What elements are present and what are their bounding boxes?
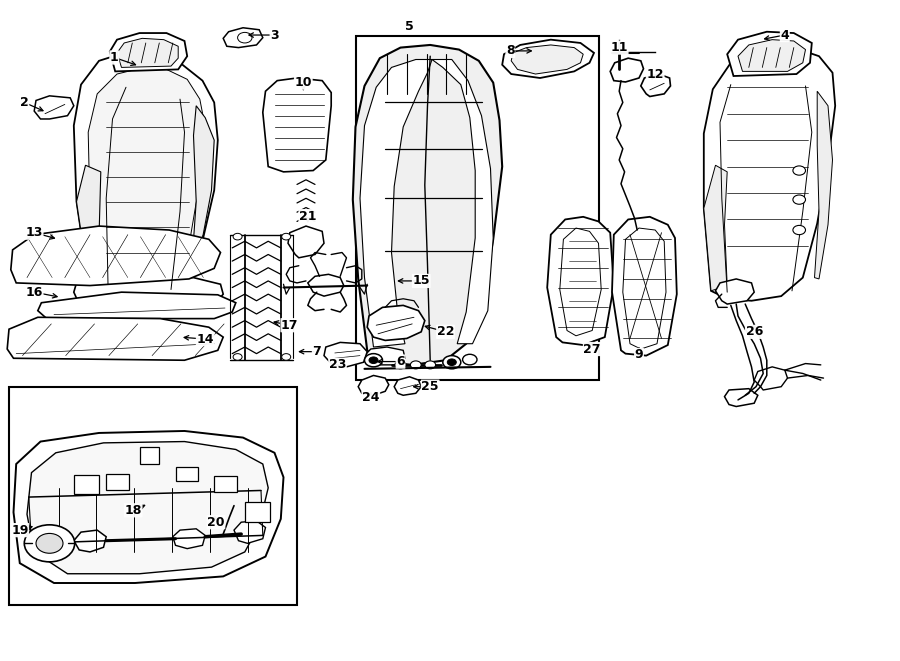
Text: 6: 6: [396, 355, 405, 368]
Polygon shape: [74, 530, 106, 552]
Polygon shape: [704, 48, 835, 301]
Text: 10: 10: [294, 76, 312, 89]
Polygon shape: [110, 33, 187, 71]
Polygon shape: [7, 317, 223, 360]
Polygon shape: [814, 91, 832, 279]
Polygon shape: [38, 292, 236, 319]
Polygon shape: [612, 217, 677, 356]
Circle shape: [793, 225, 806, 235]
Text: 21: 21: [299, 210, 317, 223]
Bar: [356, 36, 598, 380]
Polygon shape: [367, 305, 425, 340]
Text: 11: 11: [610, 41, 628, 54]
Circle shape: [425, 361, 436, 369]
Text: 4: 4: [780, 28, 789, 42]
Polygon shape: [288, 226, 324, 258]
Bar: [245, 502, 270, 522]
Polygon shape: [34, 96, 74, 119]
Bar: [74, 475, 99, 494]
Polygon shape: [234, 521, 266, 543]
Circle shape: [395, 361, 406, 369]
Polygon shape: [754, 367, 788, 390]
Circle shape: [238, 32, 252, 43]
Polygon shape: [724, 389, 758, 407]
Circle shape: [447, 359, 456, 366]
Polygon shape: [74, 276, 223, 304]
Polygon shape: [432, 59, 493, 344]
Circle shape: [793, 195, 806, 204]
Polygon shape: [360, 59, 432, 347]
Circle shape: [282, 354, 291, 360]
Polygon shape: [184, 106, 214, 286]
Text: 7: 7: [312, 345, 321, 358]
Text: 25: 25: [421, 380, 439, 393]
Polygon shape: [641, 74, 670, 97]
Text: 1: 1: [110, 51, 119, 64]
Circle shape: [463, 354, 477, 365]
Polygon shape: [353, 45, 502, 365]
Polygon shape: [88, 67, 205, 290]
Text: 3: 3: [270, 28, 279, 42]
Bar: [140, 447, 159, 464]
Bar: [214, 476, 237, 492]
Circle shape: [233, 233, 242, 240]
Polygon shape: [738, 40, 806, 71]
Text: 5: 5: [405, 20, 414, 33]
Polygon shape: [308, 274, 344, 296]
Text: 9: 9: [634, 348, 644, 362]
Text: 20: 20: [207, 516, 225, 529]
Bar: [176, 467, 198, 481]
Text: 16: 16: [25, 286, 43, 299]
Polygon shape: [716, 279, 754, 304]
Circle shape: [793, 166, 806, 175]
Polygon shape: [560, 228, 601, 336]
Polygon shape: [11, 226, 220, 286]
Circle shape: [233, 354, 242, 360]
Circle shape: [369, 357, 378, 364]
Polygon shape: [74, 53, 218, 299]
Polygon shape: [173, 529, 205, 549]
Text: 18: 18: [124, 504, 142, 517]
Polygon shape: [610, 58, 644, 82]
Text: 24: 24: [362, 391, 380, 405]
Polygon shape: [263, 78, 331, 172]
Polygon shape: [394, 377, 421, 395]
Text: 27: 27: [583, 342, 601, 356]
Polygon shape: [14, 431, 284, 583]
Text: 15: 15: [412, 274, 430, 288]
Text: 2: 2: [20, 96, 29, 109]
Polygon shape: [727, 32, 812, 76]
Text: 26: 26: [745, 325, 763, 338]
Polygon shape: [547, 217, 614, 345]
Circle shape: [24, 525, 75, 562]
Bar: [9, 387, 297, 605]
Text: 22: 22: [436, 325, 454, 338]
Polygon shape: [76, 165, 106, 292]
Text: 12: 12: [646, 67, 664, 81]
Circle shape: [282, 233, 291, 240]
Polygon shape: [511, 45, 583, 74]
Polygon shape: [117, 38, 178, 67]
Polygon shape: [27, 442, 268, 574]
Polygon shape: [364, 347, 405, 365]
Polygon shape: [358, 375, 389, 395]
Circle shape: [36, 533, 63, 553]
Polygon shape: [502, 40, 594, 78]
Text: 19: 19: [11, 524, 29, 537]
Polygon shape: [626, 221, 650, 238]
Text: 8: 8: [506, 44, 515, 58]
Circle shape: [443, 356, 461, 369]
Circle shape: [364, 354, 382, 367]
Polygon shape: [704, 165, 727, 291]
Text: 13: 13: [25, 226, 43, 239]
Text: 17: 17: [281, 319, 299, 332]
Text: 23: 23: [328, 358, 346, 371]
Bar: [106, 474, 129, 490]
Polygon shape: [223, 28, 263, 48]
Circle shape: [410, 361, 421, 369]
Text: 14: 14: [196, 332, 214, 346]
Polygon shape: [324, 342, 367, 367]
Polygon shape: [623, 228, 666, 349]
